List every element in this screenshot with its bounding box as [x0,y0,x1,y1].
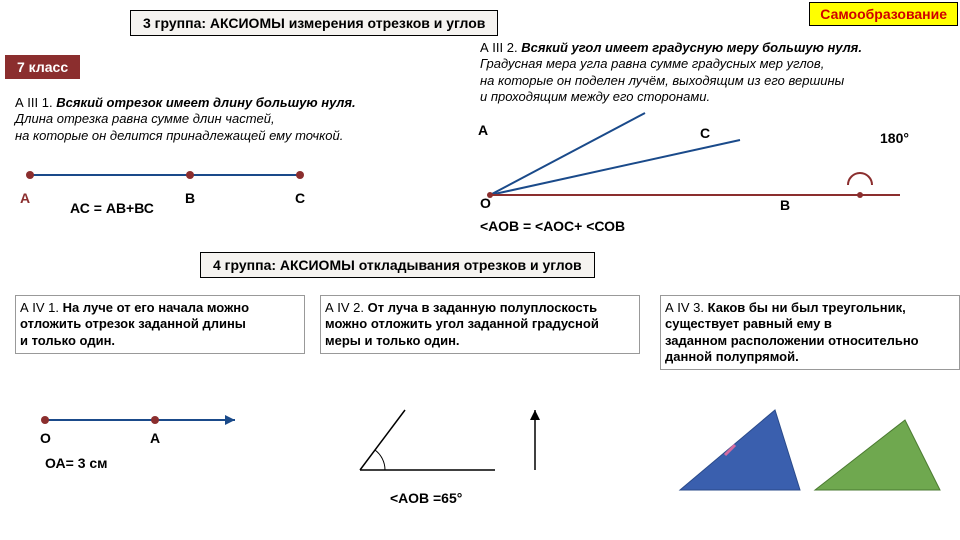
axiom-text: на которые он поделен лучём, выходящим и… [480,73,844,88]
axiom-text: Градусная мера угла равна сумме градусны… [480,56,824,71]
angle-formula: <АОВ = <АОС+ <СОВ [480,218,625,234]
point-a-label: A [20,190,30,206]
axiom-prefix: А III 1. [15,95,53,110]
axiom-text: и только один. [20,333,115,348]
axiom-prefix: А IV 1. [20,300,59,315]
axiom-text: Длина отрезка равна сумме длин частей, [15,111,275,126]
axiom-text: На луче от его начала можно [63,300,249,315]
angle-diagram [480,105,910,213]
axiom-text: и проходящим между его сторонами. [480,89,710,104]
axiom-bold-text: Всякий отрезок имеет длину большую нуля. [56,95,355,110]
class-badge: 7 класс [5,55,80,79]
axiom-a4-3: А IV 3. Каков бы ни был треугольник, сущ… [660,295,960,370]
point-c-label: C [295,190,305,206]
axiom-text: отложить отрезок заданной длины [20,316,246,331]
axiom-a4-1: А IV 1. На луче от его начала можно отло… [15,295,305,354]
axiom-bold-text: Всякий угол имеет градусную меру большую… [521,40,862,55]
axiom-text: заданном расположении относительно [665,333,919,348]
angle-c-label: C [700,125,710,141]
ray-a-label: A [150,430,160,446]
axiom-a4-2: А IV 2. От луча в заданную полуплоскость… [320,295,640,354]
angle-o-label: O [480,195,491,211]
axiom-text: меры и только один. [325,333,460,348]
deg-180-label: 180° [880,130,909,146]
axiom-prefix: А IV 3. [665,300,704,315]
group4-title: 4 группа: АКСИОМЫ откладывания отрезков … [200,252,595,278]
angle-65-diagram [345,395,565,488]
ray-o-label: O [40,430,51,446]
axiom-prefix: А III 2. [480,40,518,55]
axiom-text: можно отложить угол заданной градусной [325,316,599,331]
angle-b-label: B [780,197,790,213]
axiom-a3-2: А III 2. Всякий угол имеет градусную мер… [480,40,940,105]
group3-title: 3 группа: АКСИОМЫ измерения отрезков и у… [130,10,498,36]
point-b-label: B [185,190,195,206]
segment-diagram [20,155,310,218]
axiom-text: Каков бы ни был треугольник, [708,300,906,315]
ray-oa-diagram [35,395,245,448]
aob-65-label: <АОВ =65° [390,490,462,506]
angle-a-label: A [478,122,488,138]
axiom-a3-1: А III 1. Всякий отрезок имеет длину боль… [15,95,375,144]
axiom-prefix: А IV 2. [325,300,364,315]
triangles-diagram [670,395,950,508]
self-education-badge: Самообразование [809,2,958,26]
oa-3cm-label: ОА= 3 см [45,455,108,471]
axiom-text: на которые он делится принадлежащей ему … [15,128,343,143]
segment-formula: АС = АВ+ВС [70,200,154,216]
axiom-text: существует равный ему в [665,316,832,331]
axiom-text: данной полупрямой. [665,349,799,364]
axiom-text: От луча в заданную полуплоскость [368,300,597,315]
